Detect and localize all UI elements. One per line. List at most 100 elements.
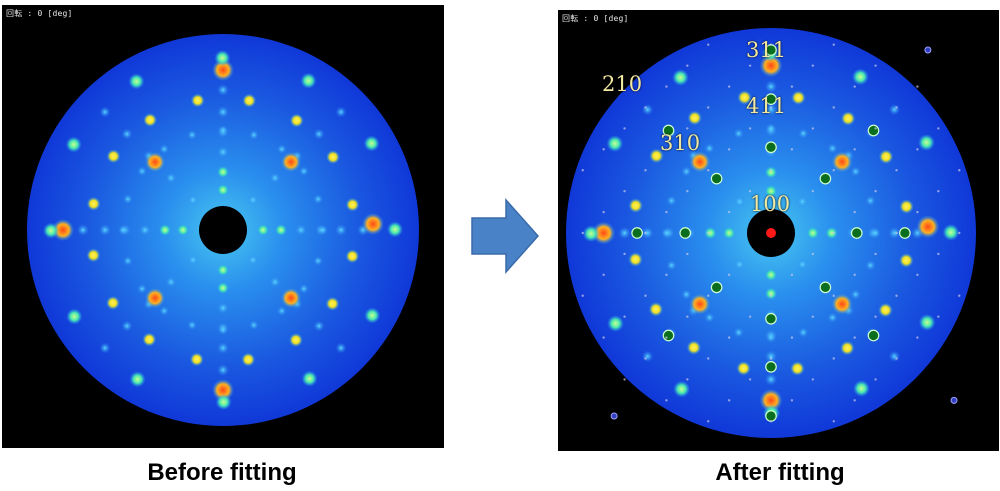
grid-dot bbox=[686, 127, 689, 130]
grid-dot bbox=[874, 64, 877, 67]
diffraction-spot bbox=[313, 128, 325, 140]
diffraction-spot bbox=[918, 314, 936, 331]
diffraction-spot bbox=[218, 325, 228, 335]
grid-dot bbox=[686, 189, 689, 193]
diffraction-spot bbox=[177, 224, 189, 236]
grid-dot bbox=[665, 85, 668, 88]
grid-dot bbox=[832, 231, 835, 235]
rotation-label: 回転 : 0 [deg] bbox=[6, 9, 73, 18]
diffraction-spot bbox=[790, 361, 805, 376]
diffraction-spot bbox=[898, 253, 914, 268]
diffraction-spot bbox=[641, 103, 654, 116]
fitted-marker bbox=[662, 329, 675, 342]
diffraction-spot bbox=[122, 255, 133, 266]
diffraction-spot bbox=[888, 350, 901, 363]
grid-dot bbox=[623, 189, 626, 193]
grid-dot bbox=[581, 231, 584, 235]
diffraction-spot bbox=[764, 287, 778, 300]
after-fitting-panel: 回転 : 0 [deg] 311 210 411 310 100 bbox=[558, 10, 999, 451]
diffraction-spot bbox=[704, 143, 715, 154]
grid-dot bbox=[707, 106, 710, 109]
diffraction-spot bbox=[241, 352, 256, 367]
grid-dot bbox=[727, 148, 731, 151]
diffraction-spot bbox=[99, 224, 111, 236]
grid-dot bbox=[853, 336, 856, 339]
diffraction-spot bbox=[326, 150, 341, 165]
fitted-marker bbox=[765, 312, 777, 325]
diffraction-spot bbox=[918, 134, 935, 151]
miller-label-311: 311 bbox=[746, 38, 787, 62]
diffraction-spot bbox=[269, 276, 281, 288]
grid-dot bbox=[811, 64, 815, 67]
grid-dot bbox=[748, 127, 752, 130]
diffraction-spot bbox=[242, 93, 257, 108]
fitted-marker bbox=[765, 93, 777, 105]
diffraction-spot bbox=[850, 289, 861, 300]
diffraction-spot bbox=[276, 305, 287, 316]
strong-spot bbox=[831, 293, 853, 315]
rotation-label: 回転 : 0 [deg] bbox=[562, 14, 629, 23]
grid-dot bbox=[727, 85, 731, 88]
grid-dot bbox=[811, 189, 815, 193]
grid-dot bbox=[790, 85, 794, 88]
diffraction-spot bbox=[888, 226, 901, 240]
grid-dot bbox=[937, 252, 940, 256]
grid-dot bbox=[937, 127, 940, 130]
grid-dot bbox=[832, 357, 835, 360]
grid-dot bbox=[832, 420, 835, 423]
grid-dot bbox=[895, 106, 898, 109]
miller-label-310: 310 bbox=[660, 131, 701, 155]
diffraction-spot bbox=[618, 226, 631, 240]
diffraction-spot bbox=[345, 249, 360, 264]
diffraction-spot bbox=[190, 93, 205, 108]
diffraction-spot bbox=[217, 84, 229, 96]
strong-spot bbox=[831, 151, 853, 173]
diffraction-spot bbox=[764, 350, 778, 363]
diffraction-spot bbox=[878, 302, 893, 318]
diffraction-spot bbox=[852, 68, 869, 86]
diffraction-spot bbox=[187, 254, 199, 266]
fitted-marker bbox=[819, 281, 832, 294]
grid-dot bbox=[916, 336, 919, 339]
fitted-marker bbox=[819, 172, 832, 185]
outer-marker bbox=[610, 412, 618, 420]
diffraction-spot bbox=[217, 106, 229, 118]
diffraction-spot bbox=[217, 184, 229, 196]
diffraction-spot bbox=[865, 195, 876, 206]
grid-dot bbox=[623, 127, 626, 130]
grid-dot bbox=[853, 273, 856, 277]
diffraction-spot bbox=[218, 125, 228, 135]
grid-dot bbox=[874, 252, 877, 256]
diffraction-spot bbox=[764, 268, 778, 282]
diffraction-spot bbox=[313, 194, 324, 205]
diffraction-spot bbox=[66, 308, 83, 325]
diffraction-spot bbox=[649, 148, 664, 164]
grid-dot bbox=[748, 315, 752, 318]
grid-dot bbox=[895, 169, 898, 172]
strong-spot bbox=[145, 288, 165, 308]
grid-dot bbox=[707, 43, 710, 46]
diffraction-spot bbox=[137, 166, 148, 177]
diffraction-spot bbox=[257, 224, 269, 236]
diffraction-spot bbox=[764, 80, 778, 93]
diffraction-spot bbox=[628, 198, 644, 213]
grid-dot bbox=[707, 294, 710, 297]
grid-dot bbox=[581, 294, 584, 297]
diffraction-spot bbox=[189, 352, 204, 367]
caption-after-fitting: After fitting bbox=[715, 459, 845, 486]
diffraction-spot bbox=[313, 320, 325, 332]
diffraction-spot bbox=[313, 255, 324, 266]
miller-label-210: 210 bbox=[602, 72, 643, 96]
diffraction-spot bbox=[582, 225, 600, 243]
diffraction-spot bbox=[661, 227, 672, 239]
grid-dot bbox=[602, 148, 605, 151]
diffraction-spot bbox=[159, 224, 171, 236]
grid-dot bbox=[853, 148, 856, 151]
outer-marker bbox=[950, 396, 958, 404]
diffraction-spot bbox=[105, 295, 120, 310]
grid-dot bbox=[686, 64, 689, 67]
grid-dot bbox=[874, 378, 877, 381]
diffraction-spot bbox=[139, 224, 151, 236]
diffraction-spot bbox=[764, 184, 778, 198]
diffraction-spot bbox=[672, 69, 689, 86]
